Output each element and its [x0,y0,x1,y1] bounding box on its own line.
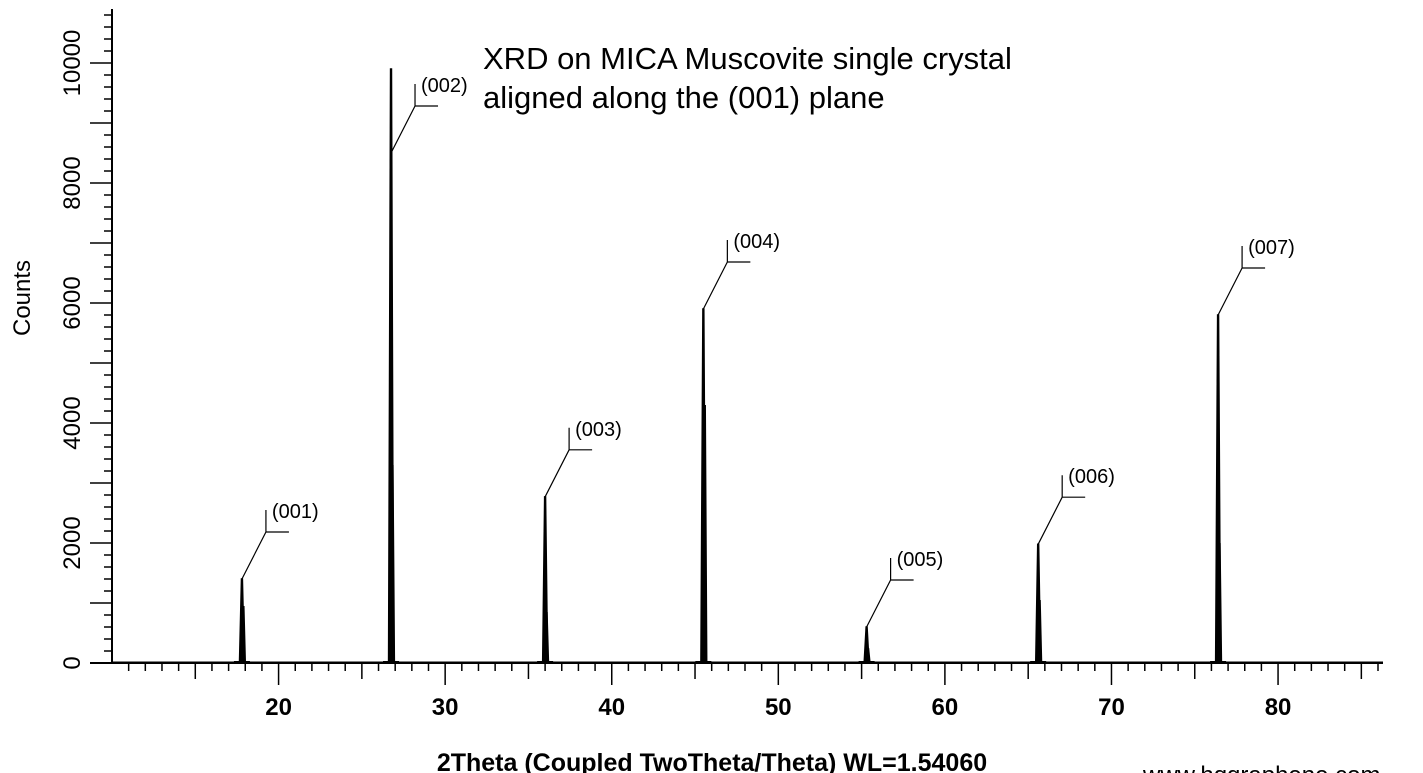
peak-ka2 [241,605,247,664]
callout-line [866,558,914,628]
x-tick-label: 30 [432,694,459,721]
callout-line [1037,475,1086,545]
callout-line [390,84,439,154]
peak-label: (007) [1248,237,1295,259]
peak-ka2 [1217,542,1223,664]
peak-labels: (001) (002) (003) (004) (005) (006) (007) [241,75,1295,628]
chart-subtitle: aligned along the (001) plane [483,80,885,115]
y-axis-label: Counts [9,260,36,336]
x-tick-label: 20 [265,694,292,721]
peak-ka2 [545,611,550,664]
x-tick-label: 60 [932,694,959,721]
callout-line [702,240,751,310]
peak-ka2 [390,464,396,664]
peak-ka2 [866,647,871,664]
x-tick-label: 70 [1098,694,1125,721]
x-axis-label: 2Theta (Coupled TwoTheta/Theta) WL=1.540… [437,749,987,773]
peak-ka2 [703,404,708,664]
callout-line [1217,246,1266,316]
peak-label: (004) [733,231,780,253]
callout-line [241,510,289,580]
chart-title: XRD on MICA Muscovite single crystal [483,41,1012,76]
callout-line [544,427,593,498]
y-tick-label: 6000 [59,276,86,329]
y-tick-label: 2000 [59,516,86,569]
watermark: www.hqgraphene.com [1142,762,1380,773]
peak-label: (001) [272,501,319,523]
x-tick-label: 80 [1265,694,1292,721]
peak-ka2 [1038,599,1043,664]
peak-label: (002) [421,75,468,97]
y-tick-label: 4000 [59,396,86,449]
axes: 0 2000 4000 6000 8000 10000 20 30 40 50 60 70 80 [59,9,1383,721]
y-tick-label: 10000 [59,30,86,97]
peak-label: (005) [897,549,944,571]
y-tick-label: 0 [59,656,86,669]
peak-label: (006) [1068,466,1115,488]
x-tick-label: 40 [598,694,625,721]
y-tick-label: 8000 [59,156,86,209]
spectrum [112,68,1383,664]
peak-label: (003) [575,419,622,441]
x-tick-label: 50 [765,694,792,721]
